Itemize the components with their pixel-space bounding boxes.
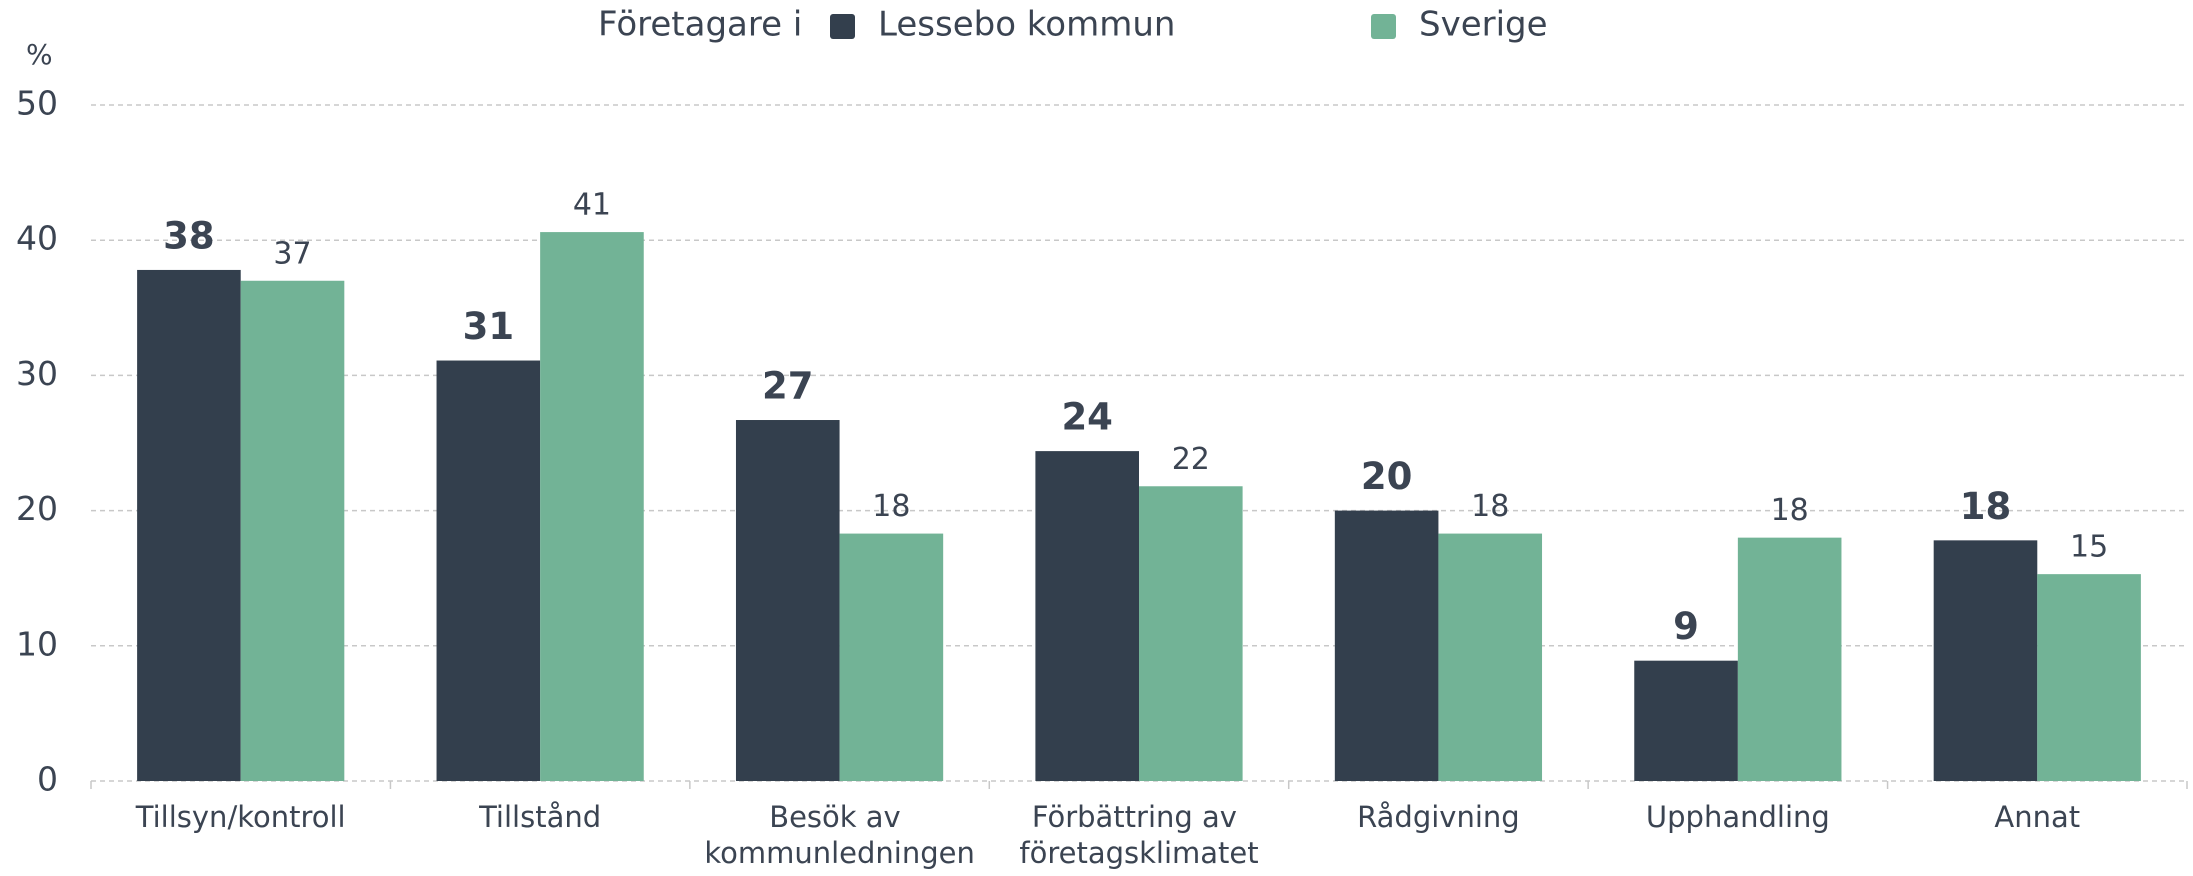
bar bbox=[1933, 540, 2038, 781]
bar bbox=[839, 533, 944, 781]
x-tick-label: Rådgivning bbox=[1357, 800, 1520, 834]
data-label: 18 bbox=[1471, 489, 1509, 524]
y-axis-label: % bbox=[26, 38, 53, 71]
y-tick-label: 40 bbox=[16, 219, 58, 258]
y-tick-label: 20 bbox=[16, 489, 58, 528]
y-tick-label: 0 bbox=[37, 760, 58, 799]
legend-swatch bbox=[830, 14, 855, 39]
x-tick-label: Besök av kommunledningen bbox=[704, 800, 975, 870]
legend-swatch bbox=[1371, 14, 1396, 39]
y-tick-label: 50 bbox=[16, 84, 58, 123]
bar bbox=[1139, 486, 1243, 781]
data-label: 27 bbox=[762, 365, 814, 408]
data-label: 31 bbox=[463, 305, 515, 348]
x-tick-label: Upphandling bbox=[1646, 800, 1830, 834]
bar bbox=[137, 269, 241, 781]
bar bbox=[1438, 533, 1543, 781]
data-label: 20 bbox=[1361, 455, 1413, 498]
x-tick-label: Tillsyn/kontroll bbox=[135, 800, 346, 834]
bar bbox=[240, 280, 345, 781]
bar bbox=[1334, 510, 1439, 781]
y-tick-label: 30 bbox=[16, 354, 58, 393]
bar bbox=[1737, 537, 1842, 781]
data-label: 37 bbox=[273, 236, 311, 271]
data-label: 38 bbox=[163, 214, 215, 257]
data-label: 18 bbox=[1771, 493, 1809, 528]
data-label: 41 bbox=[573, 188, 611, 223]
data-label: 22 bbox=[1172, 442, 1210, 477]
bar bbox=[1035, 451, 1139, 781]
data-label: 18 bbox=[872, 489, 910, 524]
legend-title: Företagare i bbox=[598, 5, 802, 45]
x-tick-label-line: kommunledningen bbox=[704, 836, 975, 870]
bar bbox=[2037, 574, 2141, 781]
legend-label: Lessebo kommun bbox=[878, 5, 1175, 45]
data-label: 15 bbox=[2070, 530, 2108, 565]
x-tick-label-line: företagsklimatet bbox=[1019, 836, 1258, 870]
bar bbox=[436, 360, 541, 781]
data-label: 9 bbox=[1673, 605, 1699, 648]
bar bbox=[735, 420, 840, 781]
data-label: 24 bbox=[1061, 396, 1113, 439]
x-tick-label-line: Förbättring av bbox=[1032, 800, 1246, 834]
x-tick-label: Annat bbox=[1994, 800, 2080, 834]
x-tick-label-line: Besök av bbox=[769, 800, 910, 834]
x-tick-label: Förbättring av företagsklimatet bbox=[1019, 800, 1258, 870]
x-tick-label: Tillstånd bbox=[478, 800, 601, 834]
bar bbox=[540, 232, 644, 781]
legend-label: Sverige bbox=[1419, 5, 1548, 45]
data-label: 18 bbox=[1960, 485, 2012, 528]
y-tick-label: 10 bbox=[16, 624, 58, 663]
bar bbox=[1634, 660, 1738, 781]
